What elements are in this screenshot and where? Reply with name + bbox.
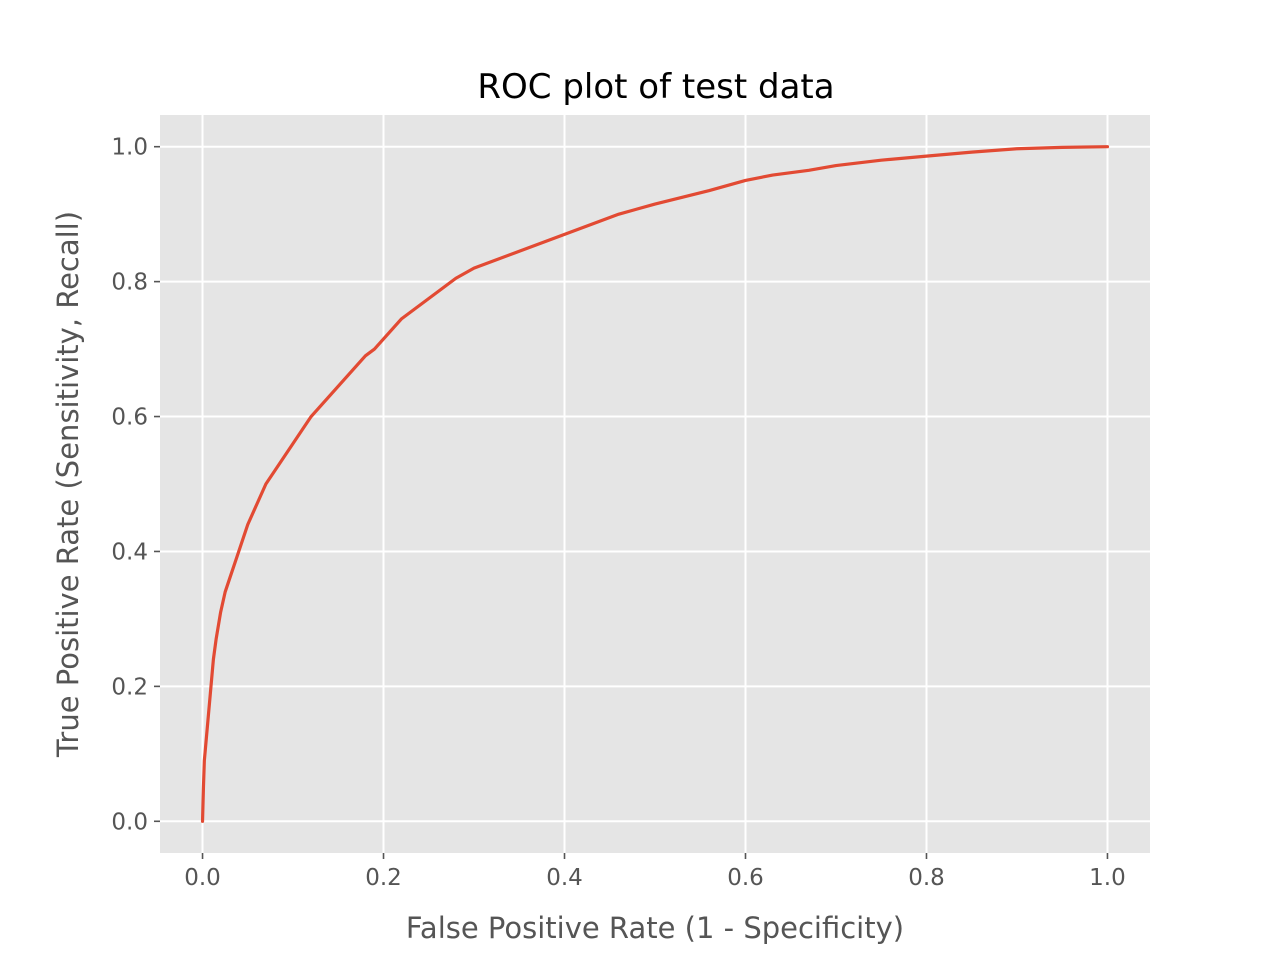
y-axis-label: True Positive Rate (Sensitivity, Recall)	[51, 211, 85, 758]
x-tick-label: 0.0	[184, 865, 221, 891]
axis-ticks: 0.0 0.2 0.4 0.6 0.8 1.0 0.0 0.2 0.4 0.6 0.8 1.0	[111, 135, 1125, 891]
x-tick-label: 0.4	[546, 865, 583, 891]
grid-lines	[160, 115, 1150, 853]
y-tick-label: 0.0	[111, 809, 148, 835]
y-tick-label: 1.0	[111, 135, 148, 161]
y-tick-label: 0.8	[111, 270, 148, 296]
x-axis-label: False Positive Rate (1 - Specificity)	[406, 911, 904, 945]
y-tick-label: 0.4	[111, 539, 148, 565]
x-tick-label: 0.8	[908, 865, 945, 891]
chart-title: ROC plot of test data	[477, 67, 834, 107]
x-tick-label: 0.6	[727, 865, 764, 891]
roc-curve	[200, 145, 1110, 823]
series-layer	[200, 145, 1110, 823]
plot-area	[160, 115, 1150, 853]
x-tick-label: 0.2	[365, 865, 402, 891]
y-tick-label: 0.6	[111, 405, 148, 431]
x-tick-label: 1.0	[1089, 865, 1126, 891]
y-tick-label: 0.2	[111, 674, 148, 700]
